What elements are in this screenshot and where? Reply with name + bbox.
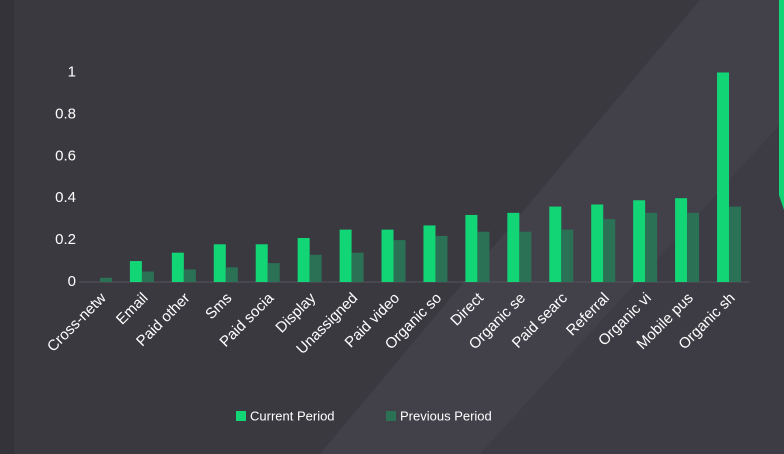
y-tick-label: 0.4	[55, 189, 76, 206]
legend-swatch	[386, 411, 396, 421]
bar	[633, 200, 646, 282]
y-tick-label: 0.6	[55, 147, 76, 164]
bar	[351, 252, 364, 282]
bar	[213, 244, 226, 282]
legend-label: Current Period	[250, 408, 335, 423]
bar	[171, 252, 184, 282]
bar	[423, 225, 436, 282]
bar	[381, 229, 394, 282]
bar	[729, 206, 742, 282]
y-tick-label: 0.2	[55, 231, 76, 248]
decor-edge	[0, 0, 14, 454]
bar	[129, 261, 142, 282]
bar	[255, 244, 268, 282]
bar	[477, 231, 490, 282]
bar	[717, 72, 730, 282]
bar	[225, 267, 238, 282]
bar	[309, 254, 322, 282]
decor-band	[480, 120, 784, 454]
bar	[183, 269, 196, 282]
decor-accent	[779, 0, 784, 210]
bar	[603, 219, 616, 282]
y-tick-label: 0	[68, 273, 76, 290]
bar	[507, 212, 520, 282]
bar	[465, 214, 478, 282]
bar	[393, 240, 406, 282]
bar	[675, 198, 688, 282]
bar	[561, 229, 574, 282]
y-tick-label: 1	[68, 63, 76, 80]
bar	[645, 212, 658, 282]
bar	[297, 238, 310, 282]
bar	[435, 235, 448, 282]
bar	[519, 231, 532, 282]
bar	[141, 271, 154, 282]
legend-swatch	[236, 411, 246, 421]
bar	[549, 206, 562, 282]
bar	[591, 204, 604, 282]
bar	[339, 229, 352, 282]
legend-label: Previous Period	[400, 408, 492, 423]
bar	[99, 277, 112, 282]
bar	[687, 212, 700, 282]
bar	[267, 263, 280, 282]
y-tick-label: 0.8	[55, 105, 76, 122]
